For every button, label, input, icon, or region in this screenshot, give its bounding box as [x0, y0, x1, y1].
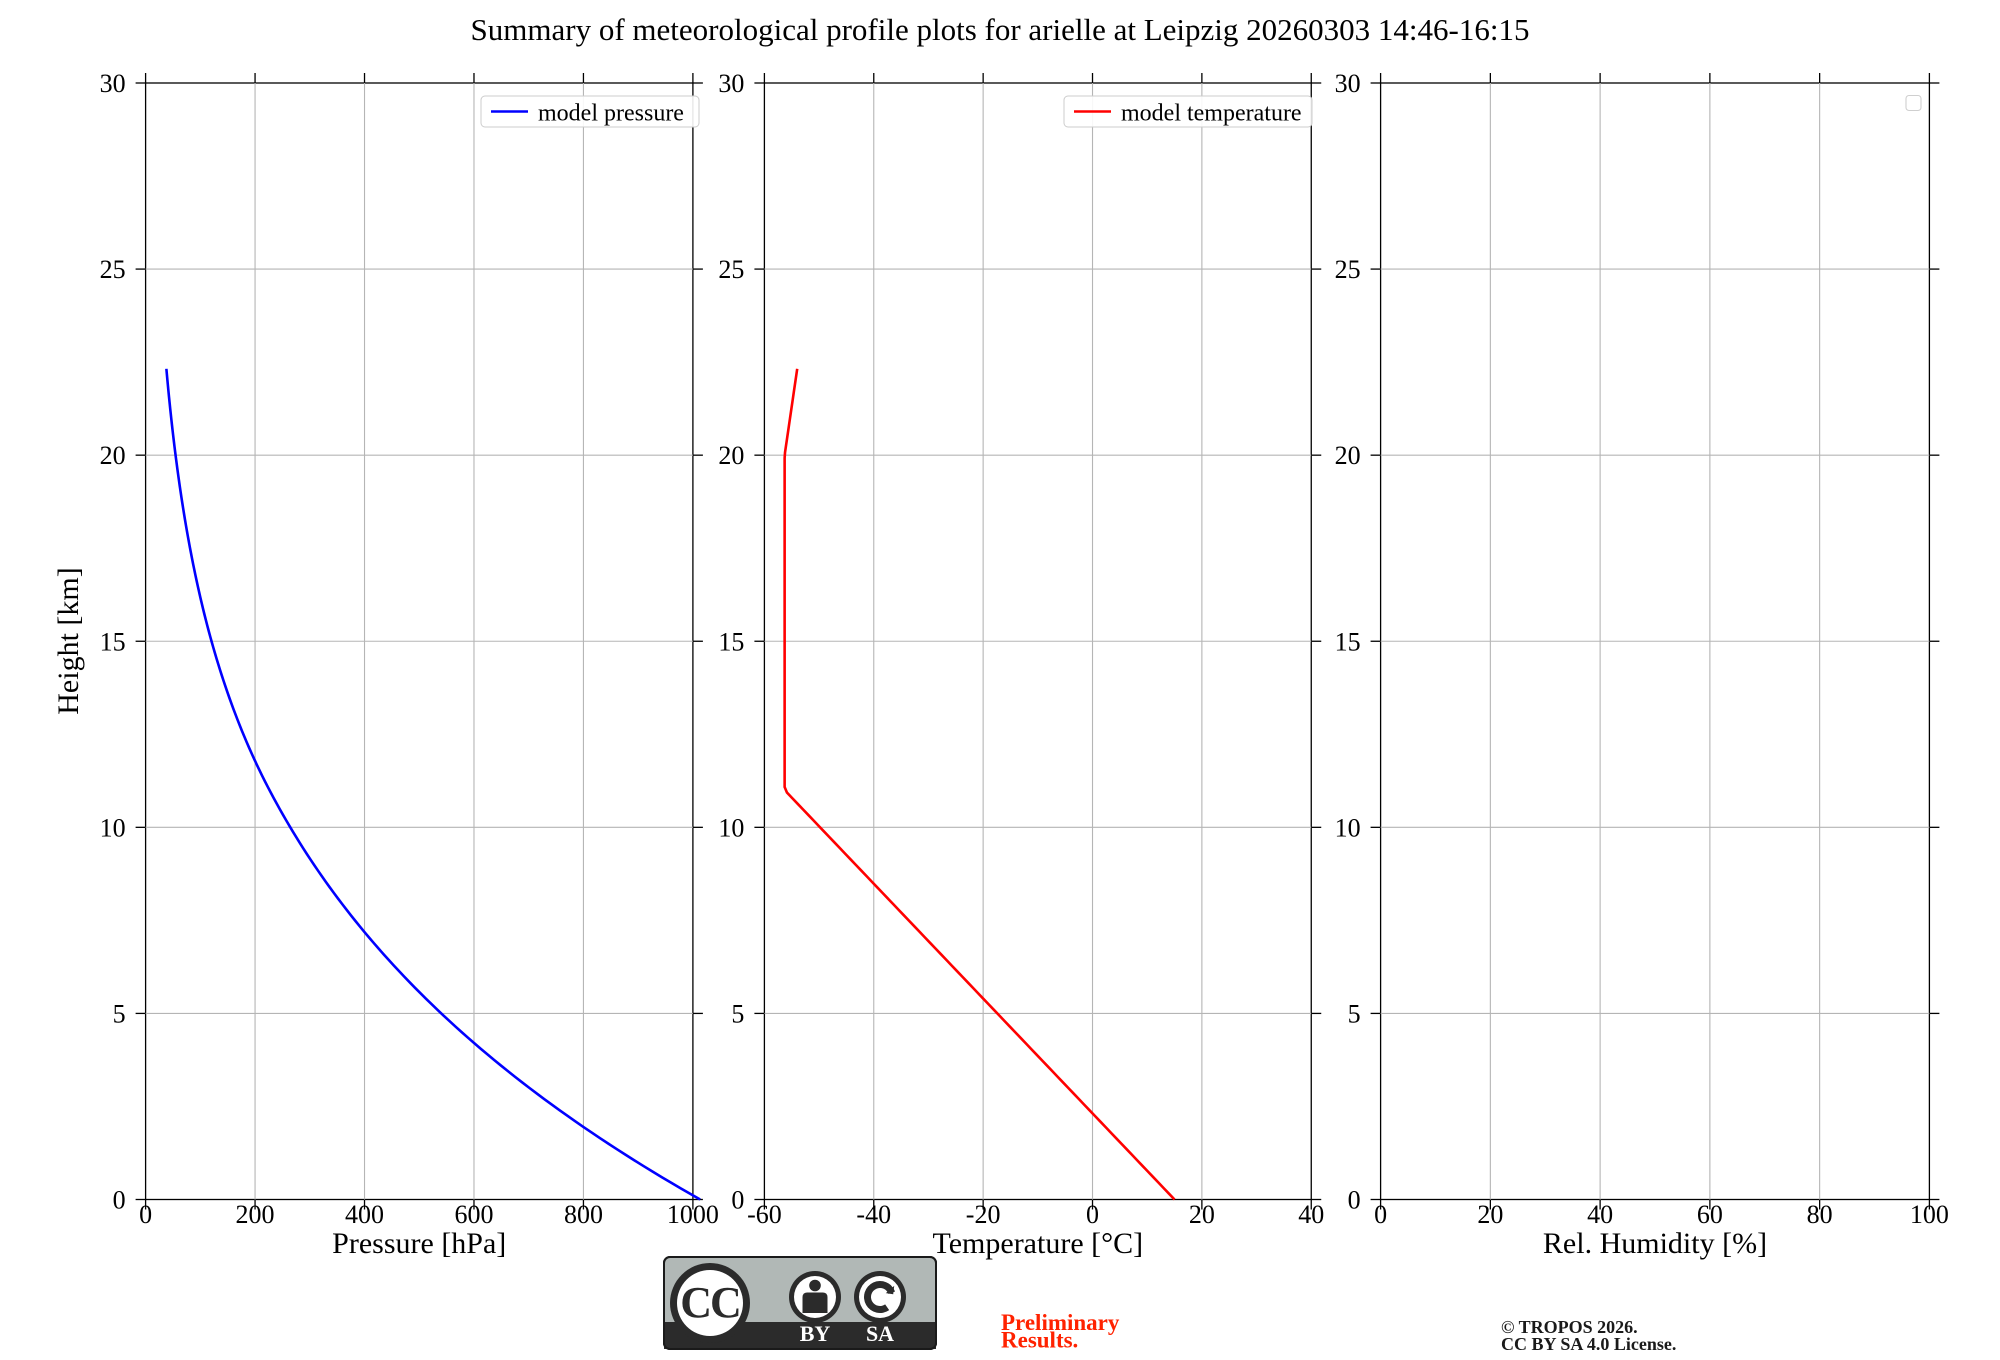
svg-text:20: 20	[1335, 441, 1361, 470]
svg-text:-60: -60	[747, 1200, 782, 1229]
svg-text:100: 100	[1910, 1200, 1949, 1229]
svg-text:5: 5	[113, 999, 126, 1028]
svg-text:400: 400	[345, 1200, 384, 1229]
svg-text:25: 25	[100, 255, 126, 284]
svg-text:Rel. Humidity [%]: Rel. Humidity [%]	[1543, 1227, 1767, 1260]
svg-text:25: 25	[1335, 255, 1361, 284]
svg-text:200: 200	[236, 1200, 275, 1229]
svg-text:10: 10	[1335, 813, 1361, 842]
svg-text:15: 15	[100, 627, 126, 656]
svg-text:25: 25	[718, 255, 744, 284]
svg-text:40: 40	[1587, 1200, 1613, 1229]
svg-text:15: 15	[1335, 627, 1361, 656]
svg-text:0: 0	[1348, 1186, 1361, 1215]
svg-text:20: 20	[1477, 1200, 1503, 1229]
svg-text:BY: BY	[800, 1321, 831, 1346]
svg-text:15: 15	[718, 627, 744, 656]
svg-text:CC BY SA 4.0 License.: CC BY SA 4.0 License.	[1501, 1334, 1676, 1354]
svg-text:30: 30	[100, 69, 126, 98]
svg-text:Height [km]: Height [km]	[52, 567, 85, 714]
svg-text:0: 0	[113, 1186, 126, 1215]
svg-text:10: 10	[718, 813, 744, 842]
svg-text:5: 5	[731, 999, 744, 1028]
svg-text:model pressure: model pressure	[538, 101, 684, 127]
svg-text:Summary of meteorological prof: Summary of meteorological profile plots …	[471, 12, 1530, 47]
svg-text:40: 40	[1298, 1200, 1324, 1229]
svg-text:SA: SA	[866, 1321, 894, 1346]
svg-text:30: 30	[1335, 69, 1361, 98]
svg-text:0: 0	[1086, 1200, 1099, 1229]
svg-text:0: 0	[1374, 1200, 1387, 1229]
svg-text:CC: CC	[680, 1278, 740, 1327]
svg-text:30: 30	[718, 69, 744, 98]
svg-text:model temperature: model temperature	[1121, 101, 1302, 127]
svg-text:20: 20	[718, 441, 744, 470]
svg-text:10: 10	[100, 813, 126, 842]
svg-text:60: 60	[1697, 1200, 1723, 1229]
svg-text:0: 0	[139, 1200, 152, 1229]
svg-text:80: 80	[1807, 1200, 1833, 1229]
svg-text:Pressure [hPa]: Pressure [hPa]	[332, 1227, 506, 1260]
svg-text:-20: -20	[966, 1200, 1001, 1229]
svg-text:800: 800	[564, 1200, 603, 1229]
svg-text:5: 5	[1348, 999, 1361, 1028]
svg-text:20: 20	[100, 441, 126, 470]
svg-text:1000: 1000	[667, 1200, 719, 1229]
svg-text:Results.: Results.	[1001, 1328, 1078, 1353]
svg-text:20: 20	[1189, 1200, 1215, 1229]
svg-text:-40: -40	[856, 1200, 891, 1229]
svg-text:0: 0	[731, 1186, 744, 1215]
svg-text:Temperature [°C]: Temperature [°C]	[933, 1227, 1144, 1260]
svg-text:600: 600	[454, 1200, 493, 1229]
